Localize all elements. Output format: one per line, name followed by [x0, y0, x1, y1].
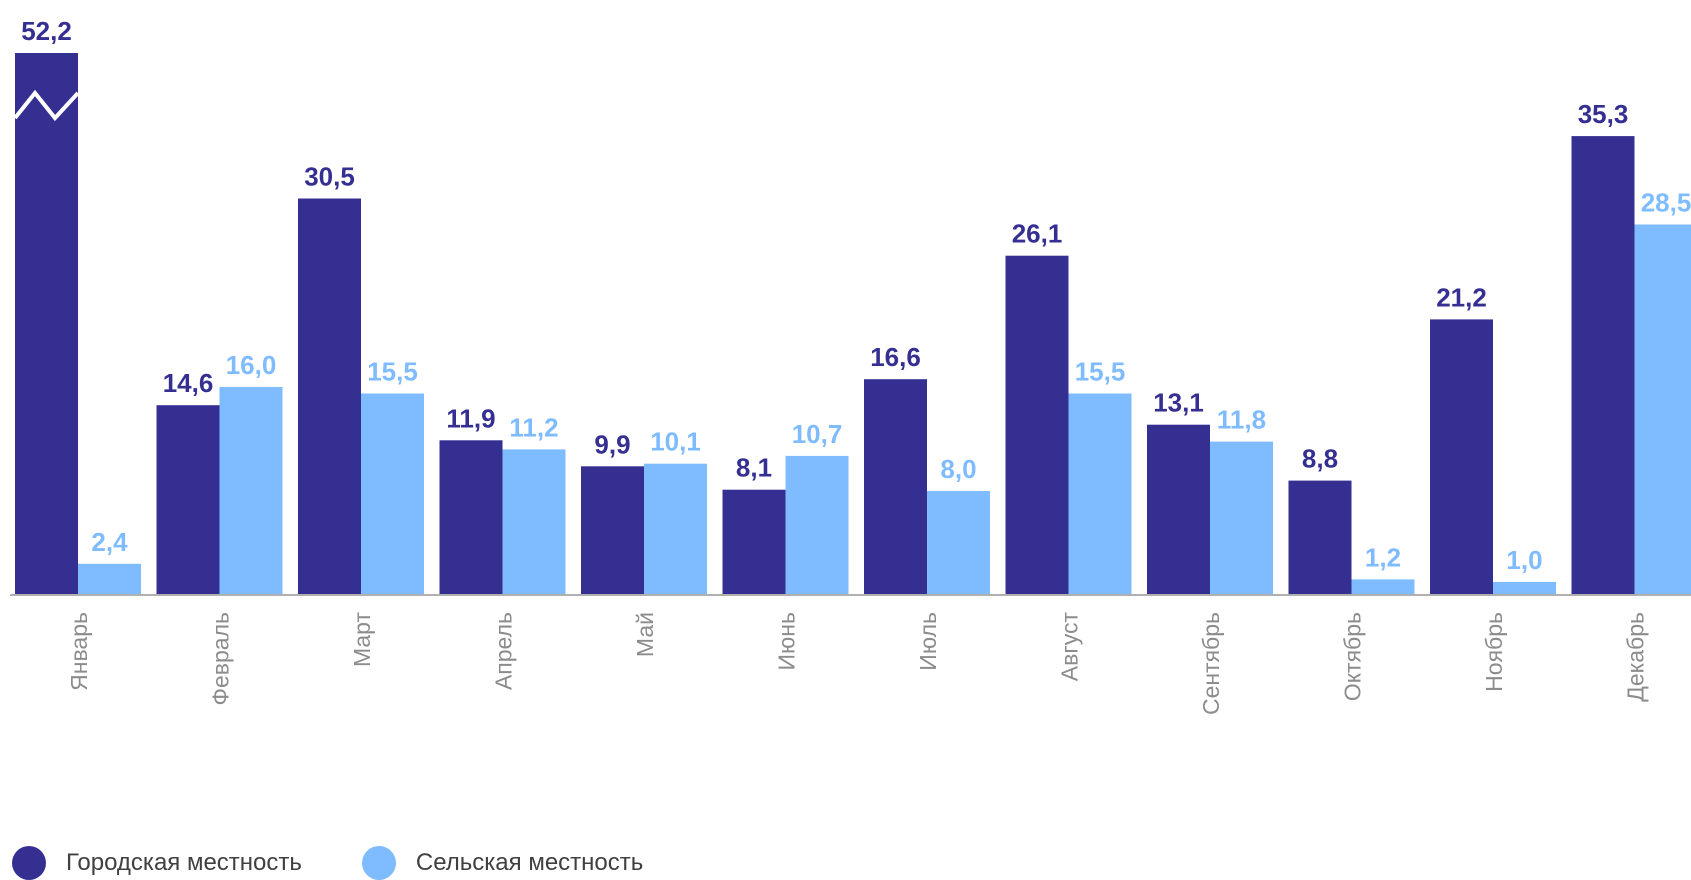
value-label-rural-4: 11,2 — [509, 412, 558, 442]
category-label-4: Апрель — [491, 612, 517, 690]
category-label-6: Июнь — [774, 612, 800, 670]
category-label-11: Ноябрь — [1481, 612, 1507, 692]
bar-urban-8 — [1005, 255, 1069, 595]
bar-rural-10 — [1351, 579, 1415, 595]
bar-urban-5 — [581, 466, 644, 595]
value-label-rural-10: 1,2 — [1365, 542, 1401, 572]
bar-rural-4 — [502, 449, 566, 595]
value-label-rural-6: 10,7 — [792, 419, 843, 449]
legend-item-urban: Городская местность — [12, 846, 302, 880]
value-label-rural-9: 11,8 — [1217, 405, 1266, 435]
value-labels-group: 52,2 2,4 14,6 16,0 30,5 15,5 11,9 11,2 9,9 10,1 8,… — [21, 16, 1691, 575]
bar-urban-11 — [1430, 319, 1493, 595]
value-label-rural-11: 1,0 — [1506, 545, 1542, 575]
axis-break-mark — [13, 89, 80, 122]
bar-urban-12 — [1571, 136, 1635, 595]
value-label-urban-6: 8,1 — [736, 453, 772, 483]
bar-rural-7 — [927, 491, 990, 595]
value-label-rural-1: 2,4 — [91, 527, 128, 557]
bar-rural-8 — [1068, 393, 1132, 595]
bar-urban-3 — [298, 198, 361, 595]
legend-item-rural: Сельская местность — [361, 846, 644, 880]
value-label-urban-3: 30,5 — [304, 162, 355, 192]
category-label-7: Июль — [915, 612, 941, 671]
category-labels-group: Январь Февраль Март Апрель Май Июнь Июль Август… — [66, 612, 1649, 716]
value-label-rural-5: 10,1 — [650, 427, 701, 457]
bar-rural-2 — [219, 387, 283, 595]
bar-urban-2 — [156, 405, 220, 595]
category-label-8: Август — [1057, 612, 1083, 682]
category-label-5: Май — [632, 612, 658, 657]
value-label-rural-2: 16,0 — [226, 350, 277, 380]
bar-rural-1 — [78, 563, 141, 595]
value-label-urban-11: 21,2 — [1436, 282, 1487, 312]
value-label-urban-8: 26,1 — [1012, 219, 1063, 249]
bar-rural-9 — [1210, 441, 1273, 595]
value-label-rural-8: 15,5 — [1075, 357, 1126, 387]
bar-urban-10 — [1288, 480, 1352, 595]
bar-chart: 52,2 2,4 14,6 16,0 30,5 15,5 11,9 11,2 9,9 10,1 8,… — [10, 16, 1691, 716]
value-label-urban-9: 13,1 — [1153, 388, 1204, 418]
legend-label-rural: Сельская местность — [415, 849, 644, 876]
legend-swatch-urban — [12, 846, 46, 880]
value-label-urban-10: 8,8 — [1302, 444, 1338, 474]
bar-rural-11 — [1493, 582, 1556, 595]
bar-rural-5 — [644, 463, 707, 595]
category-label-12: Декабрь — [1623, 612, 1649, 702]
bar-rural-12 — [1634, 224, 1691, 595]
value-label-rural-7: 8,0 — [940, 454, 976, 484]
value-label-urban-1: 52,2 — [21, 16, 72, 46]
value-label-rural-3: 15,5 — [367, 357, 418, 387]
bars-group — [13, 53, 1691, 595]
legend-label-urban: Городская местность — [66, 849, 302, 876]
legend: Городская местность Сельская местность — [12, 846, 703, 880]
value-label-urban-7: 16,6 — [870, 342, 921, 372]
bar-urban-6 — [722, 489, 786, 595]
value-label-urban-5: 9,9 — [594, 429, 630, 459]
value-label-urban-2: 14,6 — [163, 368, 214, 398]
bar-urban-7 — [864, 379, 927, 595]
bar-urban-9 — [1147, 424, 1210, 595]
category-label-2: Февраль — [208, 612, 234, 705]
value-label-urban-4: 11,9 — [446, 403, 495, 433]
value-label-urban-12: 35,3 — [1578, 99, 1629, 129]
category-label-3: Март — [349, 612, 375, 667]
category-label-1: Январь — [66, 612, 92, 691]
bar-rural-6 — [785, 455, 849, 595]
bar-rural-3 — [361, 393, 424, 595]
category-label-9: Сентябрь — [1198, 612, 1224, 715]
bar-urban-4 — [439, 440, 503, 595]
category-label-10: Октябрь — [1340, 612, 1366, 701]
legend-swatch-rural — [361, 846, 396, 880]
value-label-rural-12: 28,5 — [1641, 188, 1691, 218]
bar-urban-1 — [15, 53, 78, 595]
